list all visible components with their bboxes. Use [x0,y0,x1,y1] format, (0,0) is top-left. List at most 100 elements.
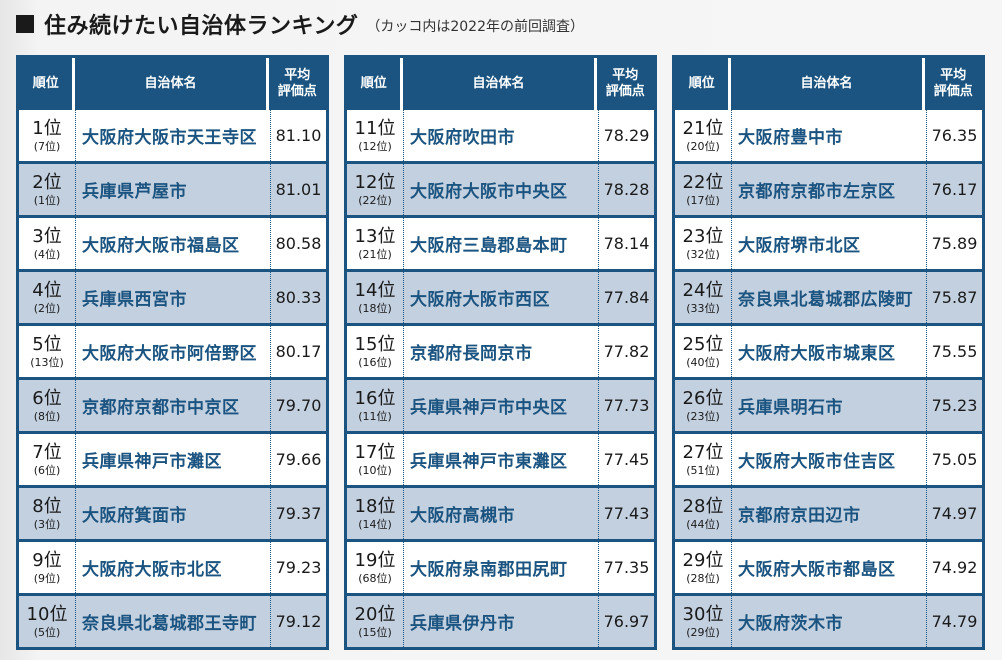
municipality-name: 大阪府大阪市北区 [76,542,271,593]
rank-current: 22位 [682,171,724,193]
table-row: 30位 (29位) 大阪府茨木市 74.79 [675,593,982,647]
average-score: 76.97 [603,612,650,631]
header-rank: 順位 [347,58,404,110]
rank-cell: 6位 (8位) [19,380,76,431]
table-row: 2位 (1位) 兵庫県芦屋市 81.01 [19,161,326,215]
table-header: 順位 自治体名 平均 評価点 [347,58,654,110]
average-score: 76.17 [931,180,978,199]
rank-cell: 19位 (68位) [347,542,404,593]
header-score: 平均 評価点 [925,58,982,110]
rank-previous: (9位) [33,571,61,585]
table-row: 23位 (32位) 大阪府堺市北区 75.89 [675,215,982,269]
rank-previous: (1位) [33,193,61,207]
table-row: 17位 (10位) 兵庫県神戸市東灘区 77.45 [347,431,654,485]
rank-current: 8位 [32,495,62,517]
rank-current: 21位 [682,117,724,139]
municipality-name: 大阪府大阪市天王寺区 [76,110,271,161]
table-row: 24位 (33位) 奈良県北葛城郡広陵町 75.87 [675,269,982,323]
header-score-line2: 評価点 [605,84,645,99]
municipality-name: 大阪府三島郡島本町 [404,218,599,269]
rank-previous: (18位) [358,301,392,315]
rank-cell: 24位 (33位) [675,272,732,323]
average-score: 79.23 [275,558,322,577]
table-row: 7位 (6位) 兵庫県神戸市灘区 79.66 [19,431,326,485]
header-score: 平均 評価点 [597,58,654,110]
table-row: 8位 (3位) 大阪府箕面市 79.37 [19,485,326,539]
rank-current: 18位 [354,495,396,517]
municipality-name: 大阪府豊中市 [732,110,927,161]
rank-cell: 7位 (6位) [19,434,76,485]
table-row: 18位 (14位) 大阪府高槻市 77.43 [347,485,654,539]
municipality-name: 大阪府茨木市 [732,596,927,647]
average-score: 74.97 [931,504,978,523]
average-score: 81.10 [275,126,322,145]
square-bullet-icon [16,15,34,33]
average-score: 77.73 [603,396,650,415]
header-name: 自治体名 [403,58,597,110]
rank-cell: 18位 (14位) [347,488,404,539]
municipality-name: 京都府京田辺市 [732,488,927,539]
rank-current: 2位 [32,171,62,193]
rank-current: 27位 [682,441,724,463]
rank-cell: 8位 (3位) [19,488,76,539]
rank-previous: (44位) [686,517,720,531]
rank-cell: 3位 (4位) [19,218,76,269]
rank-current: 15位 [354,333,396,355]
table-row: 6位 (8位) 京都府京都市中京区 79.70 [19,377,326,431]
average-score: 78.29 [603,126,650,145]
table-row: 15位 (16位) 京都府長岡京市 77.82 [347,323,654,377]
municipality-name: 大阪府泉南郡田尻町 [404,542,599,593]
rank-current: 28位 [682,495,724,517]
rank-cell: 30位 (29位) [675,596,732,647]
rank-cell: 17位 (10位) [347,434,404,485]
rank-previous: (12位) [358,139,392,153]
title-main: 住み続けたい自治体ランキング [44,14,359,39]
title-note: （カッコ内は2022年の前回調査） [366,19,584,35]
rank-current: 9位 [32,549,62,571]
rank-current: 12位 [354,171,396,193]
rank-cell: 15位 (16位) [347,326,404,377]
municipality-name: 兵庫県神戸市中央区 [404,380,599,431]
rank-previous: (2位) [33,301,61,315]
table-row: 14位 (18位) 大阪府大阪市西区 77.84 [347,269,654,323]
average-score: 74.92 [931,558,978,577]
rank-current: 11位 [354,117,396,139]
rank-cell: 13位 (21位) [347,218,404,269]
rank-cell: 27位 (51位) [675,434,732,485]
rank-previous: (7位) [33,139,61,153]
table-row: 12位 (22位) 大阪府大阪市中央区 78.28 [347,161,654,215]
rank-current: 6位 [32,387,62,409]
table-row: 19位 (68位) 大阪府泉南郡田尻町 77.35 [347,539,654,593]
rank-cell: 21位 (20位) [675,110,732,161]
average-score: 80.33 [275,288,322,307]
municipality-name: 奈良県北葛城郡広陵町 [732,272,927,323]
table-row: 22位 (17位) 京都府京都市左京区 76.17 [675,161,982,215]
rank-current: 19位 [354,549,396,571]
table-row: 20位 (15位) 兵庫県伊丹市 76.97 [347,593,654,647]
rank-current: 16位 [354,387,396,409]
rank-cell: 25位 (40位) [675,326,732,377]
table-row: 1位 (7位) 大阪府大阪市天王寺区 81.10 [19,110,326,161]
rank-previous: (10位) [358,463,392,477]
municipality-name: 兵庫県神戸市東灘区 [404,434,599,485]
municipality-name: 京都府京都市中京区 [76,380,271,431]
average-score: 77.35 [603,558,650,577]
municipality-name: 兵庫県芦屋市 [76,164,271,215]
rank-previous: (20位) [686,139,720,153]
table-row: 26位 (23位) 兵庫県明石市 75.23 [675,377,982,431]
header-score: 平均 評価点 [269,58,326,110]
rank-cell: 9位 (9位) [19,542,76,593]
rank-current: 29位 [682,549,724,571]
header-score-line1: 平均 [940,68,967,83]
rank-current: 7位 [32,441,62,463]
rank-previous: (51位) [686,463,720,477]
rank-cell: 10位 (5位) [19,596,76,647]
table-header: 順位 自治体名 平均 評価点 [675,58,982,110]
municipality-name: 大阪府吹田市 [404,110,599,161]
average-score: 80.58 [275,234,322,253]
table-row: 13位 (21位) 大阪府三島郡島本町 78.14 [347,215,654,269]
municipality-name: 大阪府堺市北区 [732,218,927,269]
average-score: 75.05 [931,450,978,469]
municipality-name: 大阪府大阪市阿倍野区 [76,326,271,377]
table-row: 16位 (11位) 兵庫県神戸市中央区 77.73 [347,377,654,431]
